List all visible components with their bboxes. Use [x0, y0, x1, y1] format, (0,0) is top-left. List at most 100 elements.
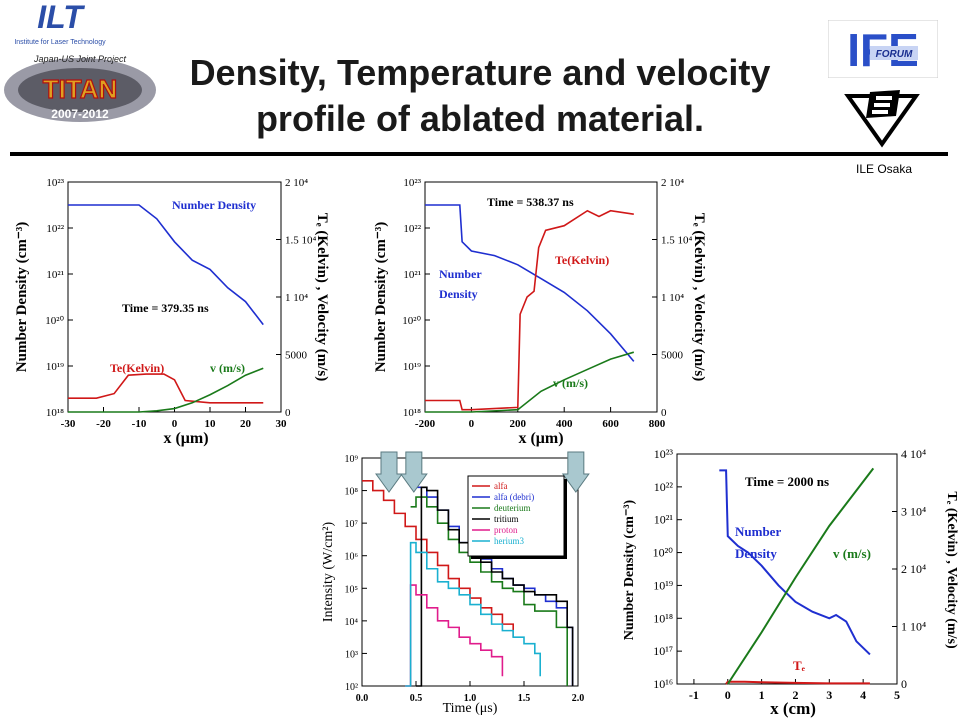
y2-tick-label: 4 10⁴: [901, 447, 926, 461]
x-tick-label: 0.5: [410, 693, 423, 704]
x-tick-label: 0: [725, 688, 731, 702]
time-arrow: [375, 451, 403, 493]
series-group: [425, 204, 635, 413]
x-tick-label: 0.0: [356, 693, 369, 704]
x-tick-label: 0: [469, 418, 475, 430]
legend-label: tritium: [494, 514, 519, 524]
chart-2: 10¹⁸ 10¹⁹ 10²⁰ 10²¹ 10²² 10²³ 0 5000 1 10⁴ 1.5 1…: [373, 177, 705, 447]
chart-4: 10¹⁶ 10¹⁷ 10¹⁸ 10¹⁹ 10²⁰ 10²¹ 10²² 10²³ 0 1 10⁴ 2…: [622, 447, 959, 718]
x-axis-label: x (cm): [770, 699, 816, 718]
y-tick-label: 10⁶: [345, 552, 359, 563]
x-tick-label: 20: [240, 418, 252, 430]
x-tick-label: 400: [556, 418, 573, 430]
y2-tick-label: 1.5 10⁴: [661, 235, 693, 247]
series-line: [405, 584, 504, 687]
annotation-density: Density: [735, 546, 777, 561]
x-tick-label: -10: [132, 418, 147, 430]
x-tick-label: 0: [172, 418, 178, 430]
y-tick-label: 10¹⁹: [46, 361, 64, 373]
legend-label: herium3: [494, 536, 524, 546]
slide-title-line2: profile of ablated material.: [255, 98, 705, 139]
y-axis-label: Number Density (cm⁻³): [14, 222, 30, 372]
x-tick-label: 200: [510, 418, 527, 430]
y-tick-label: 10¹⁶: [653, 677, 673, 691]
x-axis-label: x (μm): [518, 430, 563, 447]
legend-label: alfa (debri): [494, 492, 534, 502]
y-tick-label: 10²³: [654, 447, 674, 461]
annotation-te-kelvin: Te(Kelvin): [555, 253, 609, 267]
annotation-time: Time = 538.37 ns: [487, 195, 574, 209]
titan-logo-text: TITAN: [43, 74, 118, 104]
y-tick-label: 10²¹: [46, 269, 64, 281]
y2-tick-label: 3 10⁴: [901, 505, 926, 519]
plot-frame: [67, 181, 282, 413]
y-tick-label: 10¹⁸: [46, 407, 64, 419]
y-tick-label: 10²²: [654, 480, 674, 494]
affiliation-label: ILE Osaka: [856, 162, 913, 176]
y-tick-label: 10²²: [46, 223, 64, 235]
y-tick-label: 10²⁰: [45, 315, 64, 327]
y-tick-label: 10⁹: [345, 454, 359, 465]
x-tick-label: -20: [96, 418, 111, 430]
series-line: [425, 204, 635, 362]
legend-label: alfa: [494, 481, 508, 491]
series-group: [719, 467, 875, 685]
series-line: [362, 479, 514, 638]
y2-axis-label: Tₑ (Kelvin) , Velocity (m/s): [314, 213, 330, 381]
annotation-velocity: v (m/s): [553, 376, 588, 390]
y-tick-label: 10²¹: [403, 269, 421, 281]
slide-title-line1: Density, Temperature and velocity: [189, 52, 771, 93]
y-tick-label: 10⁷: [345, 519, 359, 530]
y2-tick-label: 1 10⁴: [661, 292, 684, 304]
x-ticks: -200 0 200 400 600 800: [415, 407, 666, 430]
x-tick-label: 10: [205, 418, 217, 430]
y-tick-label: 10¹⁸: [653, 611, 673, 625]
x-tick-label: 1.0: [464, 693, 477, 704]
series-line: [68, 367, 264, 413]
y2-tick-label: 1 10⁴: [285, 292, 308, 304]
ilt-logo: ILT Institute for Laser Technology: [10, 0, 120, 50]
series-group: [362, 479, 574, 687]
titan-logo-top: Japan-US Joint Project: [33, 54, 127, 64]
x-ticks: 0.0 0.5 1.0 1.5 2.0: [356, 681, 584, 704]
annotation-velocity: v (m/s): [210, 361, 245, 375]
y-ticks: 10¹⁶ 10¹⁷ 10¹⁸ 10¹⁹ 10²⁰ 10²¹ 10²² 10²³: [653, 447, 682, 691]
annotation-time: Time = 379.35 ns: [122, 301, 209, 315]
x-tick-label: 1: [759, 688, 765, 702]
ilt-logo-sub: Institute for Laser Technology: [14, 39, 106, 46]
y2-axis-label: Tₑ (Kelvin) , Velocity (m/s): [691, 213, 705, 381]
series-line: [425, 351, 635, 413]
y-axis-label: Number Density (cm⁻³): [373, 222, 389, 372]
x-tick-label: 3: [826, 688, 832, 702]
y-axis-label: Number Density (cm⁻³): [622, 499, 637, 640]
x-tick-label: 5: [894, 688, 900, 702]
x-tick-label: -1: [689, 688, 699, 702]
y2-tick-label: 1 10⁴: [901, 620, 926, 634]
y2-ticks: 0 5000 1 10⁴ 1.5 10⁴ 2 10⁴: [276, 177, 317, 419]
x-axis-label: Time (μs): [443, 701, 498, 716]
y-ticks: 10² 10³ 10⁴ 10⁵ 10⁶ 10⁷ 10⁸ 10⁹: [345, 454, 367, 693]
annotation-time: Time = 2000 ns: [745, 474, 829, 489]
y-tick-label: 10²³: [403, 177, 421, 189]
y2-ticks: 0 1 10⁴ 2 10⁴ 3 10⁴ 4 10⁴: [892, 447, 926, 691]
annotation-density: Density: [439, 287, 478, 301]
series-group: [68, 204, 264, 413]
x-tick-label: 2: [792, 688, 798, 702]
annotation-number: Number: [439, 267, 482, 281]
slide-title: Density, Temperature and velocity profil…: [150, 50, 810, 142]
y-ticks: 10¹⁸ 10¹⁹ 10²⁰ 10²¹ 10²² 10²³: [402, 177, 430, 419]
y2-ticks: 0 5000 1 10⁴ 1.5 10⁴ 2 10⁴: [652, 177, 693, 419]
y-tick-label: 10¹⁸: [403, 407, 421, 419]
ife-forum-logo: IFE FORUM: [828, 20, 938, 78]
y-tick-label: 10⁸: [345, 487, 359, 498]
series-line: [416, 486, 574, 687]
y-tick-label: 10²⁰: [653, 546, 674, 560]
series-line: [425, 209, 634, 411]
annotation-velocity: v (m/s): [833, 546, 871, 561]
x-tick-label: 4: [860, 688, 866, 702]
x-axis-label: x (μm): [163, 430, 208, 447]
y2-tick-label: 5000: [661, 350, 684, 362]
y-tick-label: 10²¹: [654, 513, 674, 527]
y-tick-label: 10²⁰: [402, 315, 421, 327]
